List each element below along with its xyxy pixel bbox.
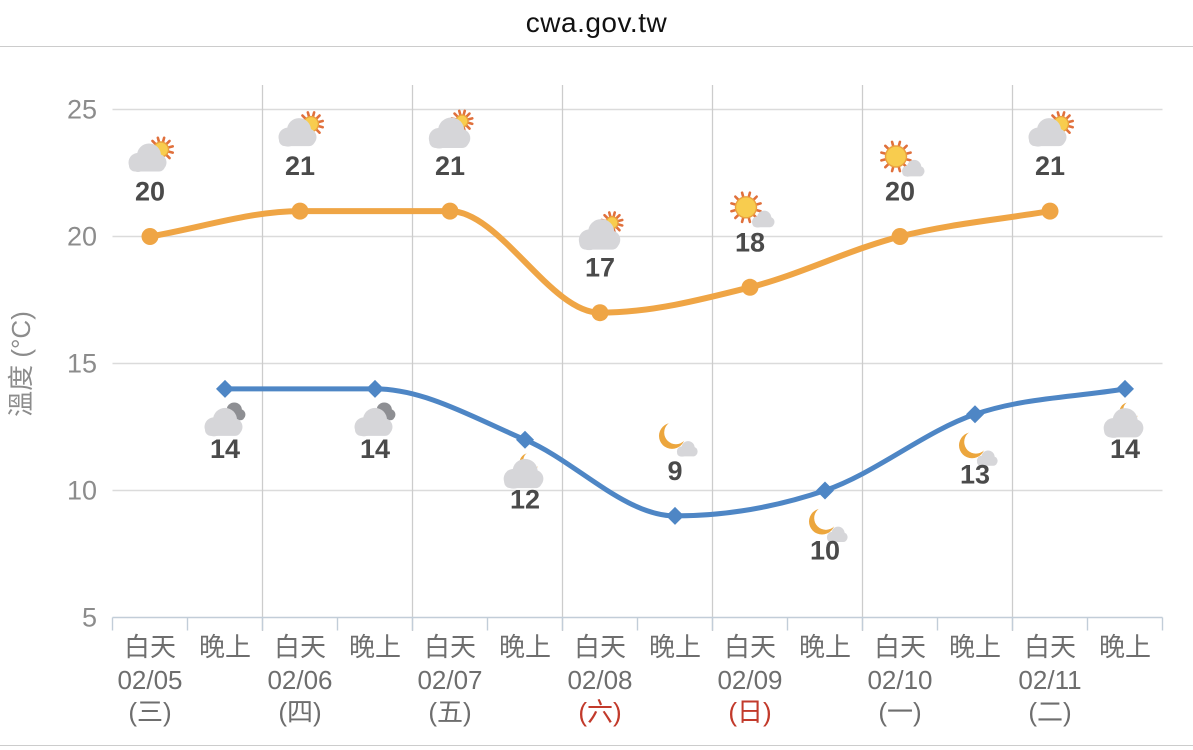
sun-with-cloud-icon [880, 140, 925, 177]
x-label-period: 晚上 [499, 632, 551, 662]
night-temperature-point [1116, 379, 1134, 398]
temperature-value: 18 [735, 227, 765, 257]
x-label-weekday: (二) [1028, 697, 1071, 727]
cloudy-icon [204, 402, 246, 437]
x-label-period: 白天 [1024, 632, 1076, 662]
x-label-period: 白天 [574, 632, 626, 662]
temperature-value: 21 [1035, 151, 1065, 181]
cloudy-icon [354, 402, 396, 437]
y-axis-title: 溫度 (°C) [6, 311, 36, 417]
y-tick-label: 5 [82, 603, 97, 633]
x-label-period: 晚上 [1099, 632, 1151, 662]
x-label-period: 白天 [724, 632, 776, 662]
sun-peek-cloud-icon [578, 211, 624, 251]
temperature-value: 14 [1110, 434, 1140, 464]
x-label-period: 晚上 [649, 632, 701, 662]
temperature-value: 14 [210, 434, 240, 464]
temperature-value: 20 [885, 177, 915, 207]
sun-behind-cloud-icon [128, 136, 174, 172]
temperature-chart: 20 21 21 17 18 20 21 14 14 12 9 10 13 14 5 10 15 20 25 溫度 (… [6, 85, 1164, 727]
day-temperature-point [891, 228, 909, 245]
temperature-value: 10 [810, 536, 840, 566]
temperature-value: 21 [435, 151, 465, 181]
day-temperature-point [1041, 202, 1059, 220]
temperature-value: 13 [960, 459, 990, 489]
page-title: cwa.gov.tw [525, 7, 668, 38]
day-temperature-point [741, 278, 759, 296]
x-label-weekday: (五) [428, 697, 471, 727]
x-label-date: 02/07 [417, 665, 482, 695]
x-label-period: 晚上 [799, 632, 851, 662]
sun-behind-cloud-icon [1028, 111, 1074, 147]
x-label-date: 02/09 [717, 665, 782, 695]
temperature-value: 9 [667, 456, 682, 486]
x-label-weekday: (六) [578, 697, 621, 727]
x-label-period: 白天 [274, 632, 326, 662]
night-temperature-point [516, 430, 534, 449]
sun-peek-cloud-icon [428, 109, 474, 149]
night-temperature-point [966, 405, 984, 424]
y-tick-label: 10 [67, 476, 97, 506]
temperature-chart-container: 20 21 21 17 18 20 21 14 14 12 9 10 13 14 5 10 15 20 25 溫度 (… [0, 47, 1193, 746]
sun-behind-cloud-icon [278, 111, 324, 147]
day-temperature-point [291, 202, 309, 220]
night-temperature-point [816, 481, 834, 500]
x-label-date: 02/08 [567, 665, 632, 695]
x-label-weekday: (四) [278, 697, 321, 727]
x-label-period: 晚上 [349, 632, 401, 662]
y-tick-label: 20 [67, 222, 97, 252]
x-label-date: 02/11 [1018, 665, 1081, 695]
temperature-value: 12 [510, 485, 540, 515]
temperature-value: 14 [360, 434, 390, 464]
night-temperature-point [366, 379, 384, 398]
x-label-date: 02/06 [267, 665, 332, 695]
x-label-weekday: (三) [128, 697, 171, 727]
y-tick-label: 25 [67, 95, 97, 125]
bottom-divider [0, 745, 1193, 746]
x-label-period: 白天 [124, 632, 176, 662]
x-label-date: 02/05 [117, 665, 182, 695]
temperature-value: 21 [285, 151, 315, 181]
day-temperature-point [591, 304, 609, 322]
moon-with-cloud-icon [659, 420, 698, 457]
night-temperature-point [216, 379, 234, 398]
x-label-period: 白天 [424, 632, 476, 662]
temperature-value: 17 [585, 253, 615, 283]
x-label-period: 白天 [874, 632, 926, 662]
x-label-weekday: (日) [728, 697, 771, 727]
moon-behind-cloud-icon [503, 451, 544, 489]
moon-with-cloud-icon [809, 506, 848, 543]
page-header: cwa.gov.tw [0, 0, 1193, 47]
sun-with-cloud-icon [730, 191, 775, 228]
y-tick-label: 15 [67, 349, 97, 379]
moon-with-cloud-icon [959, 430, 998, 467]
moon-behind-cloud-icon [1103, 400, 1144, 438]
x-label-date: 02/10 [867, 665, 932, 695]
x-label-period: 晚上 [199, 632, 251, 662]
day-temperature-point [141, 228, 159, 245]
x-label-weekday: (一) [878, 697, 921, 727]
day-temperature-point [441, 202, 459, 220]
x-label-period: 晚上 [949, 632, 1001, 662]
temperature-value: 20 [135, 177, 165, 207]
night-temperature-point [666, 506, 684, 525]
